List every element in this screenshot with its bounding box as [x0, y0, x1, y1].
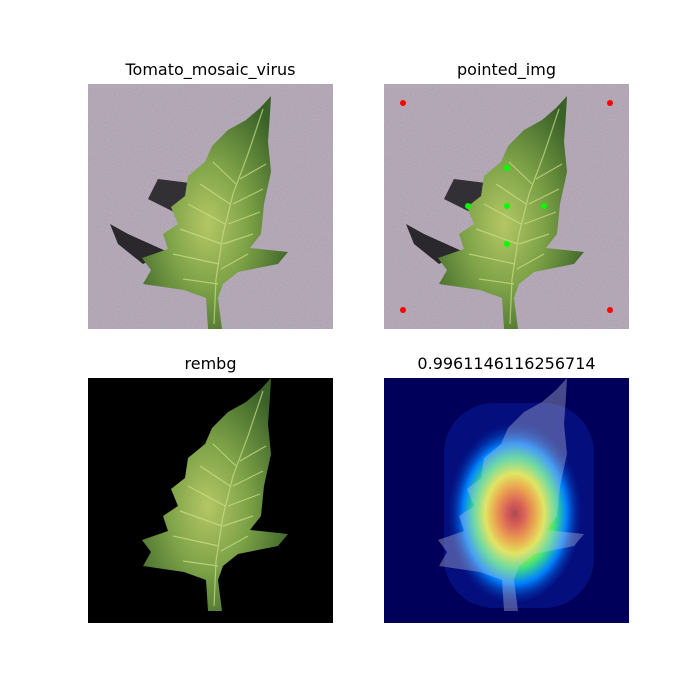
original-leaf-image	[88, 84, 333, 329]
positive-point	[541, 203, 547, 209]
positive-point	[504, 203, 510, 209]
positive-point	[504, 241, 510, 247]
negative-point	[400, 100, 406, 106]
negative-point	[400, 307, 406, 313]
positive-prompt-points	[465, 165, 547, 247]
rembg-leaf-image	[88, 378, 333, 623]
heatmap-overlay-image	[384, 378, 629, 623]
positive-point	[504, 165, 510, 171]
panel-title-original: Tomato_mosaic_virus	[125, 60, 296, 79]
panel-title-rembg: rembg	[184, 354, 237, 373]
pointed-leaf-image	[384, 84, 629, 329]
panel-title-pointed: pointed_img	[457, 60, 556, 79]
negative-prompt-points	[400, 100, 613, 313]
negative-point	[607, 307, 613, 313]
negative-point	[607, 100, 613, 106]
positive-point	[465, 203, 471, 209]
panel-title-score: 0.9961146116256714	[417, 354, 596, 373]
